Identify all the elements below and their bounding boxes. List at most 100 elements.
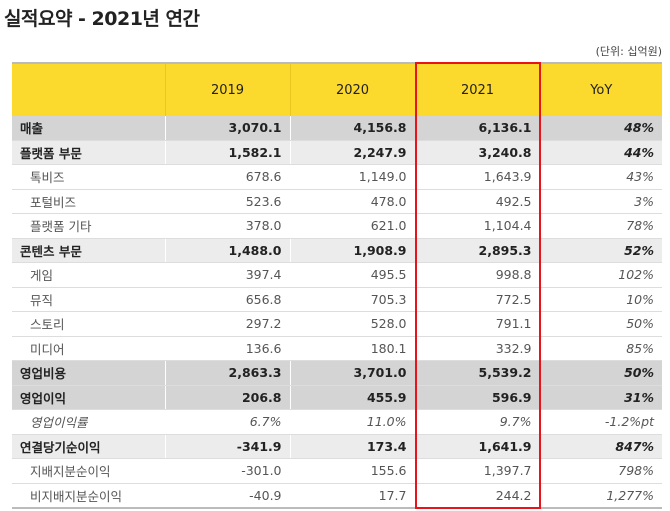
value-cell: 3,070.1 — [164, 116, 290, 141]
value-cell: 2,863.3 — [164, 360, 290, 386]
value-cell: 1,641.9 — [414, 434, 540, 459]
table-row: 스토리 297.2 528.0 791.1 50% — [12, 311, 662, 337]
value-cell: 180.1 — [289, 336, 415, 361]
yoy-cell: 1,277% — [539, 483, 662, 509]
table-row: 콘텐츠 부문 1,488.0 1,908.9 2,895.3 52% — [12, 238, 662, 263]
yoy-cell: 847% — [539, 434, 662, 459]
value-cell: 9.7% — [414, 409, 540, 435]
value-cell: 1,104.4 — [414, 213, 540, 239]
yoy-cell: 50% — [539, 311, 662, 337]
value-cell: 791.1 — [414, 311, 540, 337]
value-cell: 3,240.8 — [414, 140, 540, 165]
value-cell: 5,539.2 — [414, 360, 540, 386]
unit-label: (단위: 십억원) — [595, 45, 662, 58]
table-row: 매출 3,070.1 4,156.8 6,136.1 48% — [12, 116, 662, 141]
yoy-cell: 85% — [539, 336, 662, 361]
value-cell: 705.3 — [289, 287, 415, 312]
row-label: 비지배지분순이익 — [12, 483, 165, 509]
value-cell: 244.2 — [414, 483, 540, 509]
header-row: 2019 2020 2021 YoY — [12, 62, 662, 116]
results-table: 2019 2020 2021 YoY 매출 3,070.1 4,156.8 6,136.1 4… — [12, 62, 662, 509]
table-row: 플랫폼 기타 378.0 621.0 1,104.4 78% — [12, 213, 662, 239]
table-row: 게임 397.4 495.5 998.8 102% — [12, 262, 662, 288]
value-cell: 332.9 — [414, 336, 540, 361]
row-label: 영업이익률 — [12, 409, 165, 435]
value-cell: 1,488.0 — [164, 238, 290, 263]
value-cell: 6,136.1 — [414, 116, 540, 141]
value-cell: 297.2 — [164, 311, 290, 337]
table-row: 미디어 136.6 180.1 332.9 85% — [12, 336, 662, 361]
yoy-cell: 44% — [539, 140, 662, 165]
value-cell: 206.8 — [164, 385, 290, 410]
column-header: 2019 — [164, 62, 290, 116]
row-label: 뮤직 — [12, 287, 165, 312]
row-label: 포털비즈 — [12, 189, 165, 214]
column-header — [12, 62, 165, 116]
row-label: 미디어 — [12, 336, 165, 361]
value-cell: 656.8 — [164, 287, 290, 312]
value-cell: -40.9 — [164, 483, 290, 509]
table-row: 플랫폼 부문 1,582.1 2,247.9 3,240.8 44% — [12, 140, 662, 165]
row-label: 플랫폼 부문 — [12, 140, 165, 165]
value-cell: -301.0 — [164, 458, 290, 484]
value-cell: 2,895.3 — [414, 238, 540, 263]
yoy-cell: 50% — [539, 360, 662, 386]
table-row: 뮤직 656.8 705.3 772.5 10% — [12, 287, 662, 312]
value-cell: 678.6 — [164, 164, 290, 190]
yoy-cell: 10% — [539, 287, 662, 312]
value-cell: 17.7 — [289, 483, 415, 509]
value-cell: 998.8 — [414, 262, 540, 288]
row-label: 매출 — [12, 116, 165, 141]
value-cell: 772.5 — [414, 287, 540, 312]
yoy-cell: 43% — [539, 164, 662, 190]
value-cell: 523.6 — [164, 189, 290, 214]
value-cell: 378.0 — [164, 213, 290, 239]
value-cell: 1,149.0 — [289, 164, 415, 190]
value-cell: 11.0% — [289, 409, 415, 435]
value-cell: 397.4 — [164, 262, 290, 288]
yoy-cell: 48% — [539, 116, 662, 141]
yoy-cell: 78% — [539, 213, 662, 239]
value-cell: 1,908.9 — [289, 238, 415, 263]
value-cell: 2,247.9 — [289, 140, 415, 165]
row-label: 연결당기순이익 — [12, 434, 165, 459]
row-label: 콘텐츠 부문 — [12, 238, 165, 263]
value-cell: 596.9 — [414, 385, 540, 410]
value-cell: 136.6 — [164, 336, 290, 361]
row-label: 플랫폼 기타 — [12, 213, 165, 239]
table-row: 지배지분순이익 -301.0 155.6 1,397.7 798% — [12, 458, 662, 484]
value-cell: 528.0 — [289, 311, 415, 337]
value-cell: 495.5 — [289, 262, 415, 288]
value-cell: 155.6 — [289, 458, 415, 484]
value-cell: 4,156.8 — [289, 116, 415, 141]
value-cell: 455.9 — [289, 385, 415, 410]
column-header: 2021 — [414, 62, 540, 116]
yoy-cell: 798% — [539, 458, 662, 484]
row-label: 지배지분순이익 — [12, 458, 165, 484]
value-cell: 492.5 — [414, 189, 540, 214]
value-cell: 1,397.7 — [414, 458, 540, 484]
table-row: 영업비용 2,863.3 3,701.0 5,539.2 50% — [12, 360, 662, 386]
yoy-cell: 31% — [539, 385, 662, 410]
table-row: 톡비즈 678.6 1,149.0 1,643.9 43% — [12, 164, 662, 190]
value-cell: 621.0 — [289, 213, 415, 239]
value-cell: 3,701.0 — [289, 360, 415, 386]
table-row: 영업이익 206.8 455.9 596.9 31% — [12, 385, 662, 410]
yoy-cell: 52% — [539, 238, 662, 263]
row-label: 스토리 — [12, 311, 165, 337]
page-title: 실적요약 - 2021년 연간 — [4, 8, 200, 30]
value-cell: -341.9 — [164, 434, 290, 459]
value-cell: 1,582.1 — [164, 140, 290, 165]
table-row: 영업이익률 6.7% 11.0% 9.7% -1.2%pt — [12, 409, 662, 435]
row-label: 영업이익 — [12, 385, 165, 410]
column-header: YoY — [539, 62, 662, 116]
table-row: 포털비즈 523.6 478.0 492.5 3% — [12, 189, 662, 214]
column-header: 2020 — [289, 62, 415, 116]
value-cell: 6.7% — [164, 409, 290, 435]
row-label: 톡비즈 — [12, 164, 165, 190]
yoy-cell: 3% — [539, 189, 662, 214]
value-cell: 1,643.9 — [414, 164, 540, 190]
table-row: 비지배지분순이익 -40.9 17.7 244.2 1,277% — [12, 483, 662, 509]
value-cell: 173.4 — [289, 434, 415, 459]
yoy-cell: 102% — [539, 262, 662, 288]
